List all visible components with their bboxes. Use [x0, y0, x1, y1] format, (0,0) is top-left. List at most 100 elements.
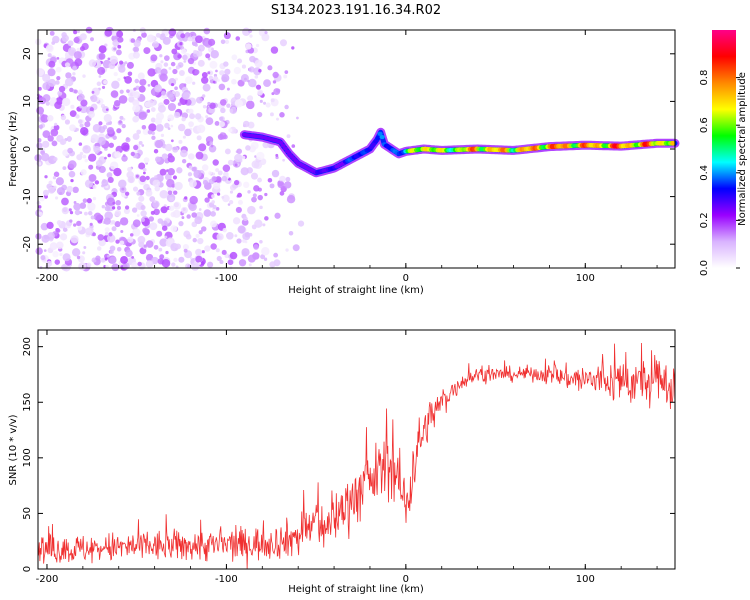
spectrogram-cell — [148, 216, 155, 222]
spectrogram-cell — [284, 104, 289, 110]
spectrogram-cell — [238, 259, 247, 267]
spectrogram-cell — [109, 256, 117, 264]
spectrogram-cell — [104, 156, 107, 160]
spectrogram-cell — [178, 221, 184, 227]
spectrogram-cell — [149, 196, 156, 202]
spectrogram-cell — [161, 33, 166, 38]
spectrogram-cell — [88, 153, 97, 162]
spectrogram-cell — [257, 89, 264, 96]
spectrogram-cell — [178, 139, 183, 144]
spectrogram-cell — [112, 135, 117, 140]
spectrogram-cell — [154, 84, 163, 93]
spectrogram-cell — [236, 58, 243, 64]
spectrogram-cell — [121, 142, 130, 151]
spectrogram-cell — [38, 212, 43, 217]
spectrogram-cell — [217, 170, 223, 176]
spectrogram-cell — [101, 179, 109, 187]
snr-frame — [37, 329, 676, 570]
spectrogram-cell — [210, 243, 217, 250]
spectrogram-cell — [147, 83, 151, 87]
spectrogram-cell — [76, 30, 80, 34]
spectrogram-cell — [158, 247, 163, 252]
spectrogram-cell — [116, 30, 124, 38]
spectrogram-cell — [138, 162, 146, 170]
spectrogram-cell — [100, 257, 106, 263]
spectrogram-cell — [188, 108, 194, 115]
spectrogram-cell — [209, 141, 213, 145]
spectrogram-cell — [132, 115, 140, 123]
spectrogram-cell — [164, 235, 168, 239]
spectrogram-cell — [73, 89, 78, 94]
spectrogram-cell — [80, 99, 88, 107]
spectrogram-cell — [70, 104, 75, 109]
spectrogram-cell — [129, 233, 134, 237]
spectrogram-cell — [118, 120, 122, 124]
spectrogram-cell — [194, 43, 198, 47]
spectrogram-cell — [211, 47, 214, 51]
snr-ytick-label: 150 — [22, 393, 33, 412]
spectrogram-cell — [37, 86, 42, 91]
spectrogram-cell — [159, 189, 169, 199]
spectrogram-cell — [43, 249, 47, 252]
spectrogram-cell — [211, 200, 215, 204]
spectrogram-cell — [145, 189, 153, 197]
spectrogram-cell — [159, 54, 163, 58]
spectrogram-cell — [201, 226, 207, 232]
snr-ytick-label: 50 — [22, 507, 33, 520]
spectrogram-ytick-label: 0 — [22, 146, 33, 152]
spectrogram-cell — [35, 247, 43, 255]
spectrogram-cell — [267, 177, 273, 183]
spectrogram-cell — [177, 54, 182, 59]
spectrogram-cell — [159, 168, 167, 176]
spectrogram-cell — [259, 240, 263, 244]
spectrogram-cell — [119, 217, 129, 226]
spectrogram-cell — [78, 142, 83, 146]
spectrogram-cell — [101, 85, 106, 89]
spectrogram-cell — [207, 57, 211, 61]
spectrogram-cell — [241, 155, 246, 160]
spectrogram-cell — [114, 99, 121, 107]
spectrogram-cell — [208, 75, 213, 80]
spectrogram-ridge-cell — [379, 135, 385, 140]
spectrogram-cell — [111, 206, 116, 210]
spectrogram-cell — [193, 49, 198, 54]
spectrogram-cell — [275, 153, 279, 157]
spectrogram-cell — [111, 220, 116, 225]
spectrogram-cell — [247, 190, 251, 194]
spectrogram-cell — [263, 79, 271, 88]
spectrogram-cell — [190, 262, 200, 271]
spectrogram-cell — [178, 256, 185, 263]
spectrogram-cell — [138, 140, 143, 145]
spectrogram-cell — [115, 200, 121, 206]
spectrogram-cell — [282, 158, 285, 162]
spectrogram-cell — [61, 32, 67, 38]
spectrogram-cell — [146, 109, 151, 113]
spectrogram-cell — [234, 93, 241, 100]
spectrogram-cell — [72, 72, 76, 76]
spectrogram-cell — [170, 61, 176, 67]
spectrogram-cell — [284, 181, 292, 189]
spectrogram-cell — [254, 59, 263, 68]
spectrogram-cell — [38, 97, 47, 105]
spectrogram-cell — [73, 30, 78, 35]
spectrogram-cell — [210, 210, 216, 217]
spectrogram-cell — [73, 36, 80, 44]
spectrogram-cell — [78, 119, 83, 124]
spectrogram-cell — [152, 41, 159, 48]
spectrogram-cell — [106, 122, 110, 126]
spectrogram-cell — [210, 220, 218, 228]
spectrogram-cell — [143, 157, 150, 164]
spectrogram-cell — [196, 135, 202, 141]
spectrogram-cell — [47, 53, 52, 58]
spectrogram-cell — [167, 114, 175, 122]
spectrogram-cell — [45, 101, 50, 106]
spectrogram-cell — [88, 111, 95, 118]
spectrogram-cell — [181, 48, 187, 55]
snr-xtick-label: -200 — [36, 574, 59, 585]
spectrogram-cell — [112, 201, 116, 205]
spectrogram-cell — [213, 182, 221, 190]
spectrogram-cell — [174, 91, 180, 97]
spectrogram-cell — [88, 59, 97, 67]
spectrogram-cell — [187, 172, 193, 177]
spectrogram-cell — [220, 39, 226, 45]
